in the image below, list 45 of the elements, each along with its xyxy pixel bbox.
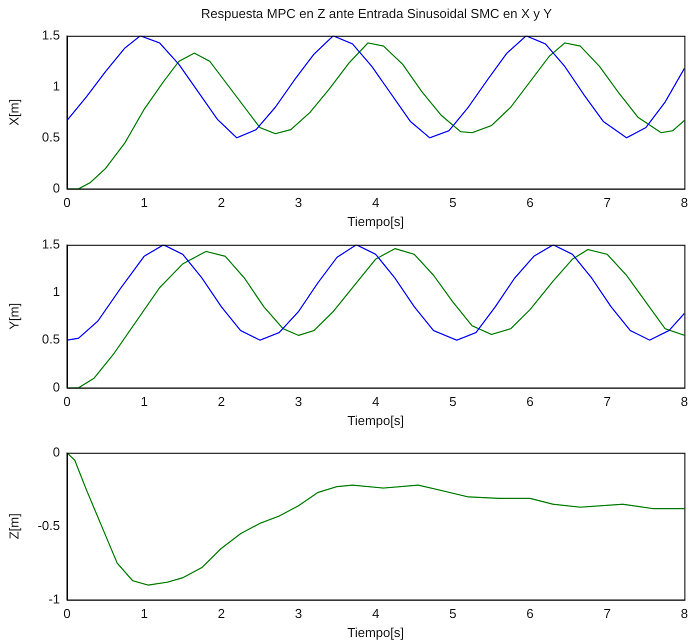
x-tick-label: 5 xyxy=(449,195,456,210)
x-tick-label: 3 xyxy=(294,394,302,410)
x-axis-title: Tiempo[s] xyxy=(347,624,404,640)
x-tick-label: 3 xyxy=(294,195,302,210)
y-tick-label: 1.5 xyxy=(42,27,60,42)
x-tick-label: 0 xyxy=(63,195,71,210)
x-tick-label: 0 xyxy=(63,394,71,410)
x-tick-label: 6 xyxy=(526,394,534,410)
x-tick-label: 5 xyxy=(449,606,456,622)
y-tick-label: 0 xyxy=(52,379,60,394)
y-axis-title: X[m] xyxy=(6,98,22,126)
x-tick-label: 2 xyxy=(218,394,225,410)
x-tick-label: 0 xyxy=(63,606,71,622)
x-axis-title: Tiempo[s] xyxy=(347,214,404,229)
y-tick-label: 1.5 xyxy=(42,236,60,252)
y-axis-title: Y[m] xyxy=(6,302,22,330)
y-tick-label: 0.5 xyxy=(42,129,60,144)
y-tick-label: -0.5 xyxy=(38,518,60,533)
y-axis-title: Z[m] xyxy=(6,513,22,540)
x-tick-label: 5 xyxy=(449,394,456,410)
x-tick-label: 6 xyxy=(526,606,534,622)
x-tick-label: 3 xyxy=(294,606,302,622)
chart-title: Respuesta MPC en Z ante Entrada Sinusoidal SMC en X y Y xyxy=(200,6,553,21)
x-tick-label: 1 xyxy=(140,394,148,410)
x-tick-label: 6 xyxy=(526,195,534,210)
x-tick-label: 4 xyxy=(372,606,380,622)
x-tick-label: 8 xyxy=(680,394,688,410)
x-tick-label: 8 xyxy=(680,195,688,210)
y-tick-label: 1 xyxy=(52,284,60,300)
x-tick-label: 2 xyxy=(218,606,225,622)
y-tick-label: 0.5 xyxy=(42,332,60,347)
x-tick-label: 8 xyxy=(680,606,688,622)
y-tick-label: -1 xyxy=(48,591,60,606)
x-tick-label: 4 xyxy=(372,195,380,210)
y-tick-label: 0 xyxy=(52,180,60,196)
x-tick-label: 7 xyxy=(604,195,611,210)
x-tick-label: 1 xyxy=(140,195,148,210)
y-tick-label: 0 xyxy=(52,444,60,460)
x-tick-label: 4 xyxy=(372,394,380,410)
y-tick-label: 1 xyxy=(52,78,60,94)
x-tick-label: 1 xyxy=(140,606,148,622)
x-tick-label: 7 xyxy=(604,394,611,410)
x-tick-label: 2 xyxy=(218,195,225,210)
x-axis-title: Tiempo[s] xyxy=(347,412,404,428)
x-tick-label: 7 xyxy=(604,606,611,622)
